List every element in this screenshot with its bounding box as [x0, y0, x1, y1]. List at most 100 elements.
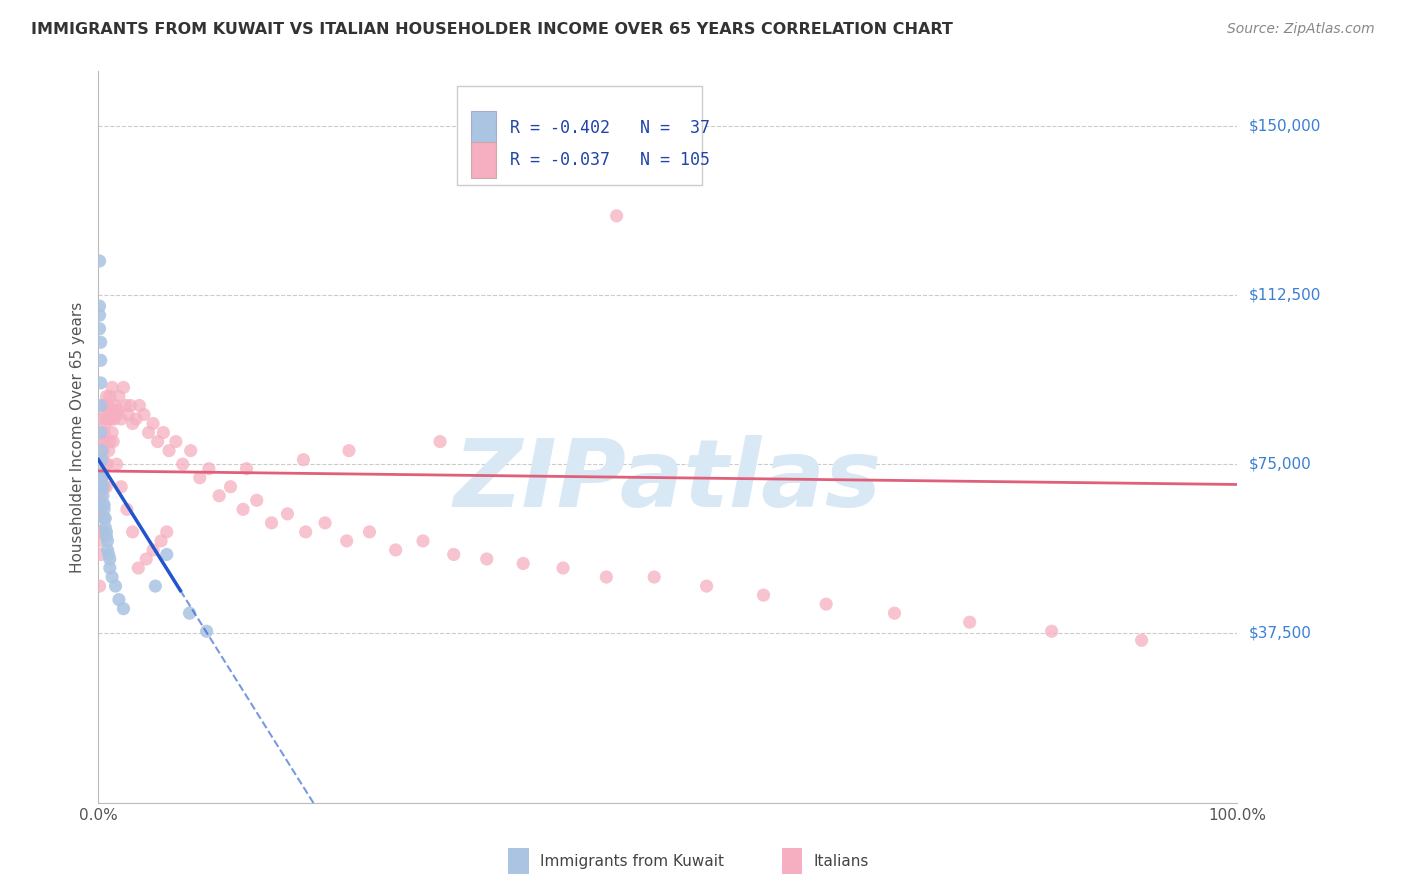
- Point: [195, 624, 218, 639]
- Point: [512, 557, 534, 571]
- Point: [91, 498, 114, 512]
- Point: [90, 502, 112, 516]
- Point: [128, 399, 150, 413]
- Point: [294, 524, 316, 539]
- Point: [100, 412, 122, 426]
- Text: $112,500: $112,500: [1249, 287, 1320, 302]
- Point: [142, 417, 165, 431]
- Point: [696, 579, 718, 593]
- Point: [165, 434, 187, 449]
- Point: [101, 380, 124, 394]
- Point: [94, 457, 117, 471]
- Point: [93, 425, 115, 440]
- Point: [1130, 633, 1153, 648]
- Point: [98, 552, 121, 566]
- Point: [90, 443, 112, 458]
- Point: [89, 579, 111, 593]
- Point: [94, 511, 117, 525]
- Point: [104, 579, 127, 593]
- Point: [959, 615, 981, 630]
- Point: [93, 511, 115, 525]
- Point: [90, 452, 112, 467]
- Point: [606, 209, 628, 223]
- Point: [94, 408, 117, 422]
- Text: R = -0.037   N = 105: R = -0.037 N = 105: [509, 151, 710, 169]
- Point: [180, 443, 202, 458]
- Point: [96, 529, 118, 543]
- Point: [93, 434, 115, 449]
- FancyBboxPatch shape: [782, 848, 803, 874]
- Point: [94, 520, 117, 534]
- Point: [138, 425, 160, 440]
- Point: [97, 548, 120, 562]
- Point: [103, 434, 125, 449]
- Point: [96, 524, 118, 539]
- Point: [443, 548, 465, 562]
- Point: [112, 601, 135, 615]
- Point: [121, 524, 143, 539]
- Point: [90, 480, 112, 494]
- Point: [188, 471, 211, 485]
- Text: $37,500: $37,500: [1249, 626, 1312, 641]
- Point: [103, 412, 125, 426]
- Point: [276, 507, 298, 521]
- Point: [90, 399, 112, 413]
- Point: [110, 480, 132, 494]
- Point: [96, 389, 118, 403]
- Point: [93, 502, 115, 516]
- Point: [235, 461, 257, 475]
- Point: [412, 533, 434, 548]
- Point: [120, 399, 142, 413]
- Point: [90, 434, 112, 449]
- Point: [152, 425, 174, 440]
- Point: [384, 543, 406, 558]
- Point: [90, 524, 112, 539]
- Text: R = -0.402   N =  37: R = -0.402 N = 37: [509, 120, 710, 137]
- Point: [105, 457, 128, 471]
- FancyBboxPatch shape: [471, 111, 496, 146]
- Point: [91, 480, 114, 494]
- Point: [98, 561, 121, 575]
- Point: [232, 502, 254, 516]
- Point: [156, 524, 179, 539]
- Point: [89, 533, 111, 548]
- Point: [179, 606, 201, 620]
- Y-axis label: Householder Income Over 65 years: Householder Income Over 65 years: [70, 301, 86, 573]
- Point: [208, 489, 231, 503]
- Point: [110, 412, 132, 426]
- Point: [198, 461, 221, 475]
- Point: [89, 489, 111, 503]
- Point: [1040, 624, 1063, 639]
- Point: [172, 457, 194, 471]
- Point: [90, 466, 112, 480]
- Point: [150, 533, 173, 548]
- Point: [90, 335, 112, 350]
- Point: [112, 380, 135, 394]
- FancyBboxPatch shape: [457, 86, 702, 185]
- Point: [125, 412, 148, 426]
- Point: [101, 425, 124, 440]
- Point: [429, 434, 451, 449]
- Point: [104, 399, 127, 413]
- Point: [89, 322, 111, 336]
- Point: [101, 570, 124, 584]
- Point: [551, 561, 574, 575]
- Point: [96, 412, 118, 426]
- Point: [91, 412, 114, 426]
- Point: [96, 480, 118, 494]
- Point: [90, 489, 112, 503]
- Point: [91, 489, 114, 503]
- Point: [90, 524, 112, 539]
- Point: [359, 524, 381, 539]
- Point: [219, 480, 242, 494]
- Point: [97, 443, 120, 458]
- Point: [91, 452, 114, 467]
- Point: [97, 403, 120, 417]
- Text: Source: ZipAtlas.com: Source: ZipAtlas.com: [1227, 22, 1375, 37]
- Point: [96, 399, 118, 413]
- Point: [98, 389, 121, 403]
- Point: [90, 452, 112, 467]
- Point: [89, 299, 111, 313]
- Point: [156, 548, 179, 562]
- Point: [89, 308, 111, 322]
